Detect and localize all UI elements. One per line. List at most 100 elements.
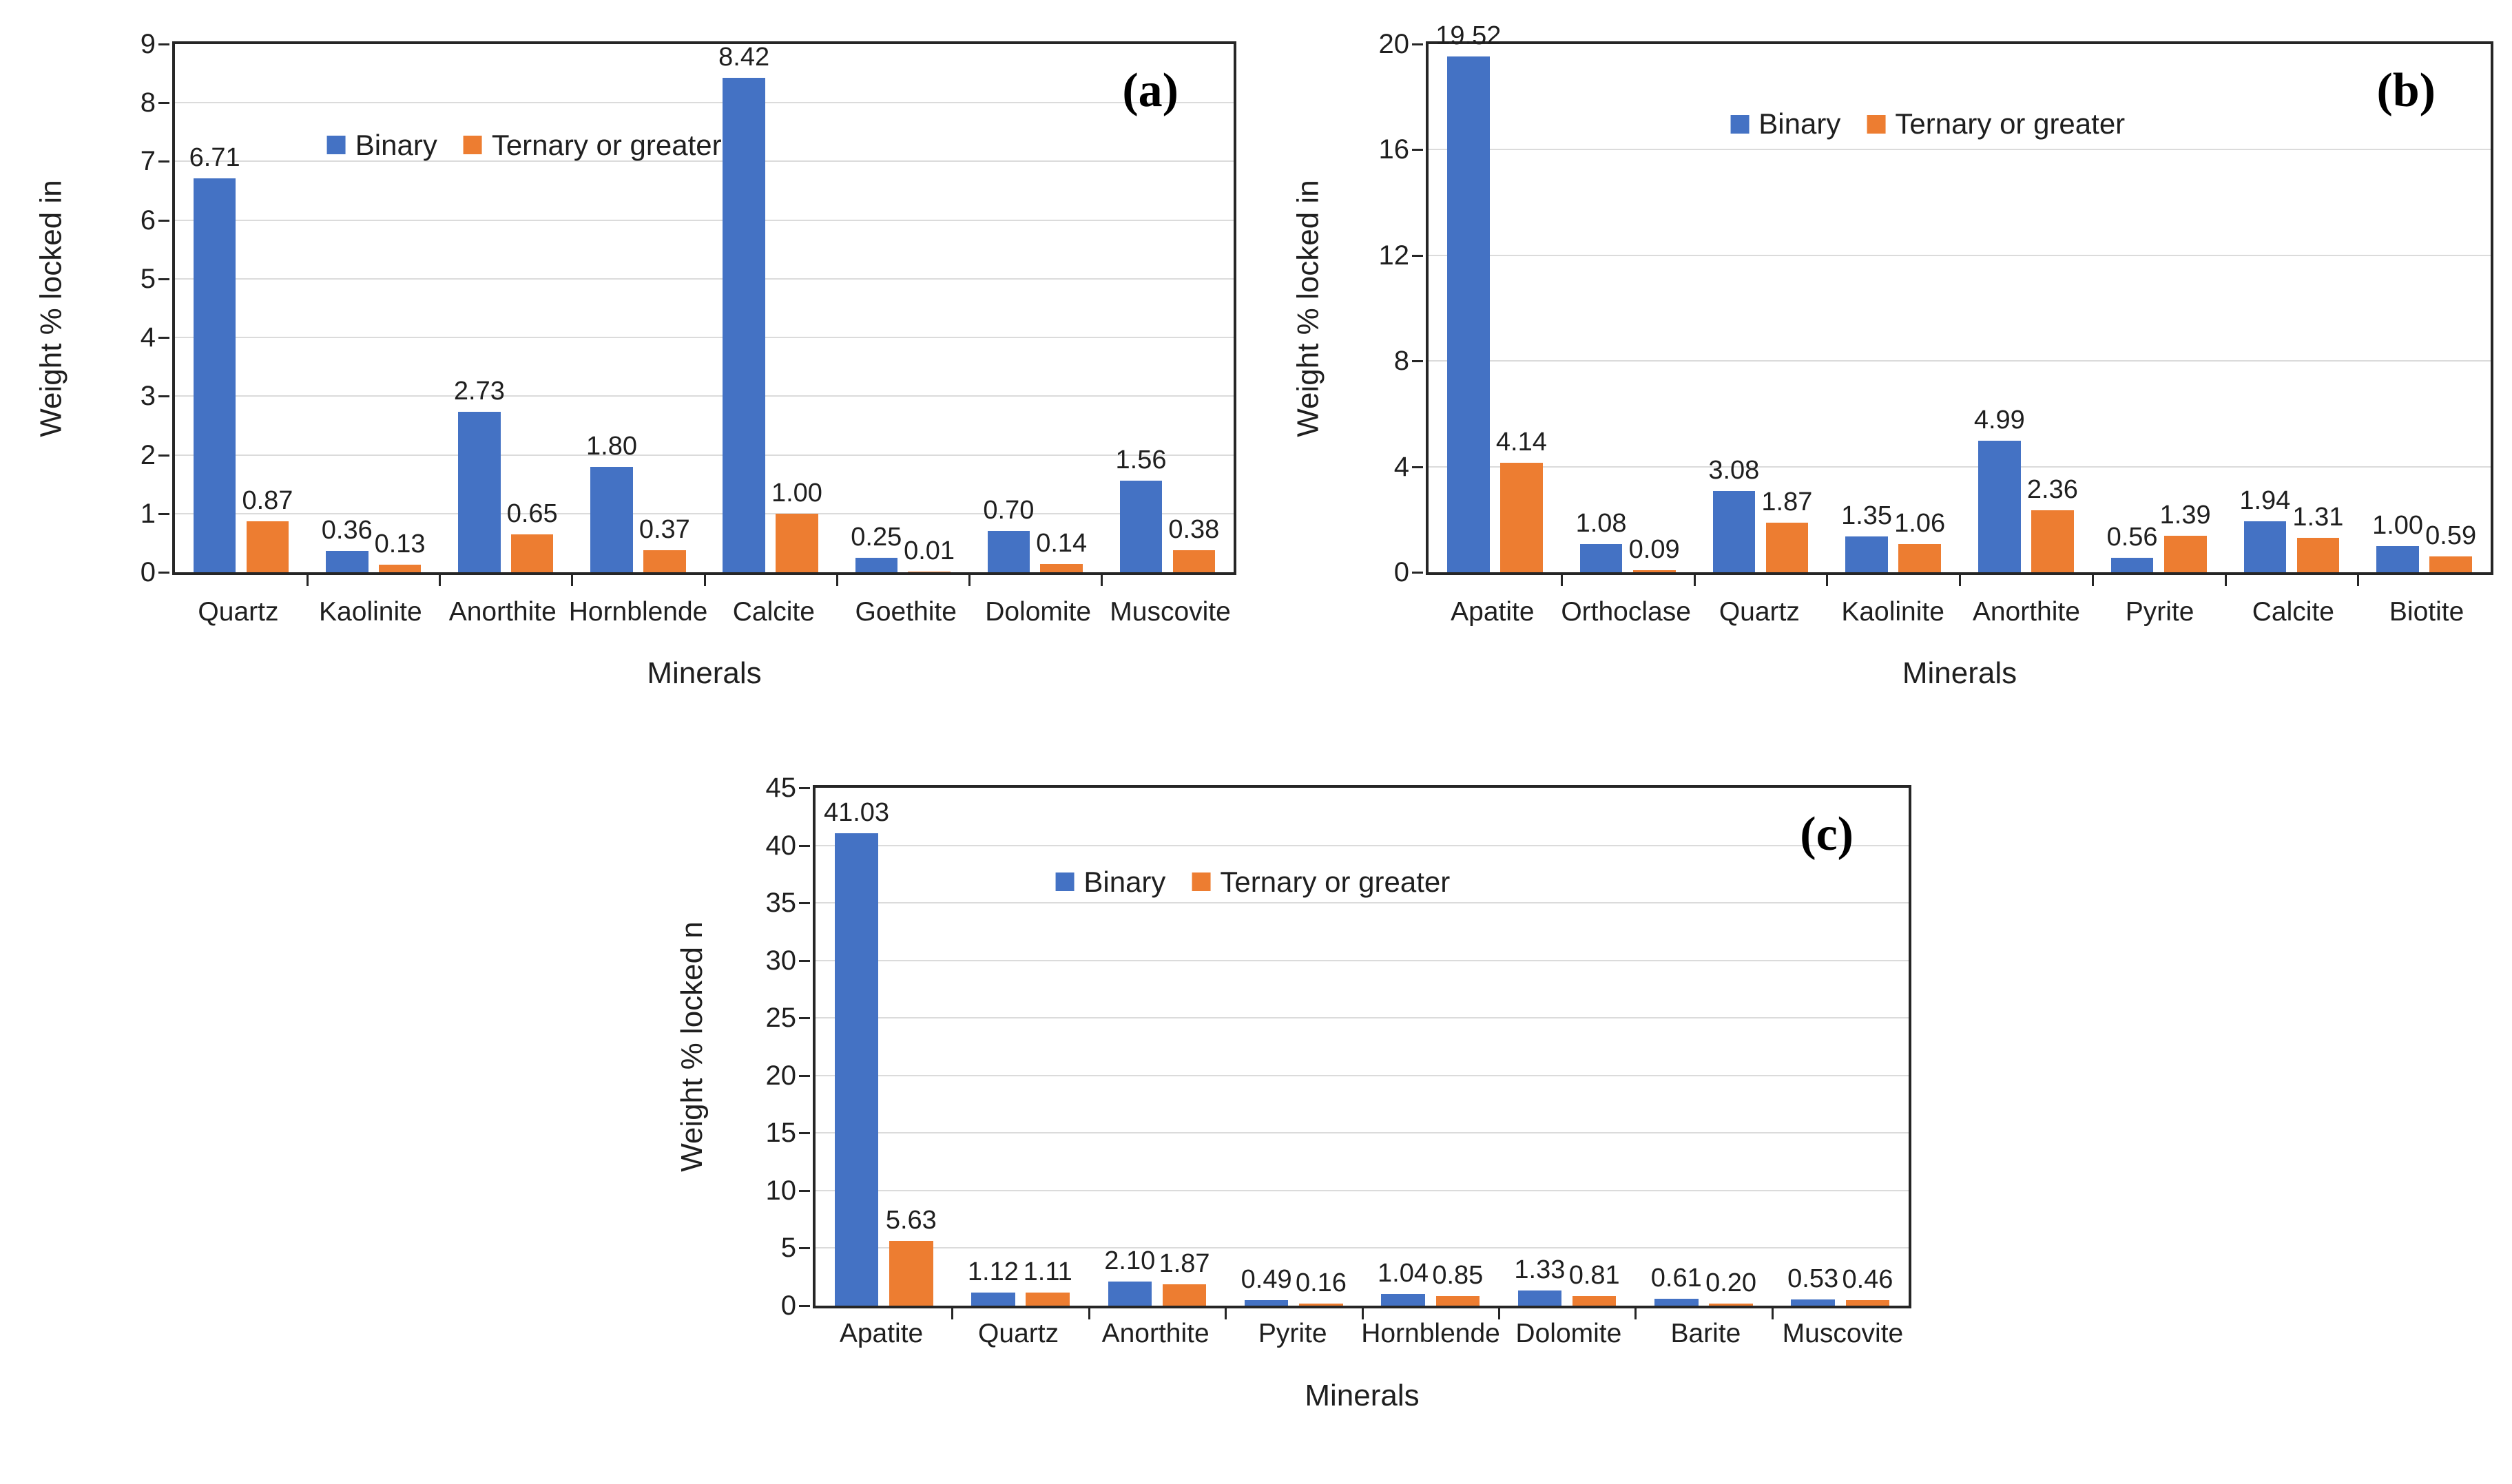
y-tick-mark [158, 337, 169, 339]
legend-item-binary: Binary [1055, 866, 1165, 899]
bar-ternary-apatite: 5.63 [886, 1206, 937, 1306]
y-tick-label: 45 [765, 773, 797, 803]
bar-ternary-calcite: 1.31 [2292, 503, 2343, 572]
y-tick-mark [1412, 360, 1423, 363]
bar-binary-orthoclase: 1.08 [1576, 509, 1627, 572]
y-tick-mark [799, 1189, 810, 1192]
x-tick-mark [1100, 575, 1103, 586]
value-label: 0.37 [639, 515, 690, 545]
bar-group-anorthite: 2.10 1.87 [1089, 788, 1225, 1306]
y-tick-label: 20 [765, 1060, 797, 1091]
y-tick-mark [158, 512, 169, 515]
bar-ternary-dolomite: 0.81 [1569, 1261, 1620, 1306]
category-label: Dolomite [1515, 1319, 1622, 1348]
value-label: 3.08 [1708, 455, 1760, 485]
legend-swatch-binary-icon [326, 136, 346, 155]
value-label: 1.94 [2239, 485, 2291, 515]
bar-group-barite: 0.61 0.20 [1635, 788, 1772, 1306]
value-label: 41.03 [823, 798, 890, 828]
value-label: 0.61 [1650, 1263, 1702, 1293]
category-label: Anorthite [448, 597, 557, 627]
gridline [175, 337, 1234, 339]
value-label: 0.56 [2106, 522, 2158, 552]
bar-binary-biotite: 1.00 [2372, 511, 2423, 572]
bar-binary-anorthite: 2.73 [454, 377, 505, 572]
y-tick-mark [158, 278, 169, 280]
gridline [1429, 360, 2491, 362]
y-tick-mark [799, 844, 810, 847]
y-axis-title: Weight % locked in [34, 179, 69, 437]
value-label: 2.36 [2026, 474, 2078, 504]
y-tick-label: 5 [780, 1233, 796, 1264]
category-label: Barite [1670, 1319, 1741, 1348]
value-label: 0.49 [1241, 1264, 1292, 1294]
bar-group-quartz: 6.71 0.87 [175, 44, 307, 572]
y-tick-mark [158, 454, 169, 457]
bar-binary-kaolinite: 0.36 [322, 516, 373, 572]
value-label: 2.73 [453, 377, 505, 406]
value-label: 5.63 [885, 1205, 937, 1235]
y-tick-label: 35 [765, 888, 797, 919]
bar-binary-muscovite: 0.53 [1787, 1264, 1838, 1306]
value-label: 1.04 [1378, 1258, 1429, 1288]
value-label: 1.56 [1115, 446, 1167, 475]
value-label: 0.81 [1568, 1261, 1620, 1290]
bar-group-dolomite: 1.33 0.81 [1499, 788, 1635, 1306]
bar-group-dolomite: 0.70 0.14 [969, 44, 1101, 572]
chart-panel-a: Weight % locked in Binary Ternary or gre… [21, 10, 1243, 740]
y-axis-title: Weight % locked in [1291, 179, 1326, 437]
value-label: 0.25 [851, 522, 902, 552]
x-tick-mark [1771, 1308, 1774, 1319]
x-tick-mark [968, 575, 970, 586]
bar-binary-anorthite: 4.99 [1974, 406, 2025, 572]
bar-ternary-anorthite: 0.65 [507, 499, 558, 572]
plot-wrap: Binary Ternary or greater (a) 0 1 2 3 4 5 6 7 8 9… [141, 30, 1236, 586]
y-tick-label: 0 [140, 557, 156, 587]
value-label: 0.87 [242, 485, 293, 515]
bar-ternary-muscovite: 0.38 [1168, 515, 1219, 572]
y-axis-title: Weight % locked n [675, 921, 709, 1172]
value-label: 1.87 [1761, 488, 1813, 517]
plot-area: Binary Ternary or greater (b) 0 4 8 12 16 20 1… [1379, 21, 2493, 586]
gridline [816, 959, 1909, 961]
legend-item-ternary: Ternary or greater [1192, 866, 1450, 899]
category-label: Hornblende [568, 597, 708, 627]
gridline [1429, 254, 2491, 256]
category-label: Pyrite [1258, 1319, 1327, 1348]
value-label: 0.53 [1787, 1264, 1839, 1294]
legend-item-ternary: Ternary or greater [1867, 107, 2125, 140]
bar-binary-apatite: 41.03 [824, 798, 889, 1306]
bar-ternary-calcite: 1.00 [771, 479, 822, 572]
bar-ternary-kaolinite: 0.13 [375, 530, 426, 572]
y-tick-mark [799, 1132, 810, 1135]
gridline [1429, 466, 2491, 468]
bar-ternary-quartz: 1.87 [1761, 488, 1812, 572]
bar-binary-apatite: 19.52 [1435, 21, 1501, 572]
y-tick-mark [1412, 466, 1423, 468]
x-tick-mark [2224, 575, 2227, 586]
y-tick-label: 12 [1378, 240, 1410, 271]
x-tick-mark [571, 575, 574, 586]
bar-group-goethite: 0.25 0.01 [837, 44, 969, 572]
bar-group-muscovite: 0.53 0.46 [1772, 788, 1909, 1306]
value-label: 0.85 [1432, 1260, 1484, 1290]
bar-binary-pyrite: 0.49 [1241, 1265, 1292, 1306]
value-label: 1.31 [2292, 502, 2344, 532]
plot-area: Binary Ternary or greater (a) 0 1 2 3 4 5 6 7 8 9… [141, 30, 1236, 586]
bar-ternary-anorthite: 2.36 [2027, 475, 2078, 572]
bar-ternary-anorthite: 1.87 [1159, 1249, 1210, 1306]
y-tick-label: 25 [765, 1003, 797, 1034]
bars-layer: 41.03 5.63 1.12 1.11 2.10 1.87 0.49 0.16 1.04 0.8… [816, 788, 1909, 1306]
legend: Binary Ternary or greater [1055, 866, 1450, 899]
plot-area: Binary Ternary or greater (c) 0 5 10 15 20 25… [766, 774, 1911, 1319]
value-label: 6.71 [189, 143, 240, 173]
y-tick-mark [158, 219, 169, 222]
bar-ternary-hornblende: 0.37 [639, 515, 690, 572]
bar-binary-calcite: 8.42 [718, 43, 769, 572]
x-axis-title: Minerals [647, 656, 762, 690]
bar-group-quartz: 1.12 1.11 [952, 788, 1088, 1306]
y-tick-label: 2 [140, 439, 156, 470]
value-label: 0.14 [1036, 529, 1088, 558]
gridline [175, 102, 1234, 104]
category-label: Dolomite [985, 597, 1092, 627]
